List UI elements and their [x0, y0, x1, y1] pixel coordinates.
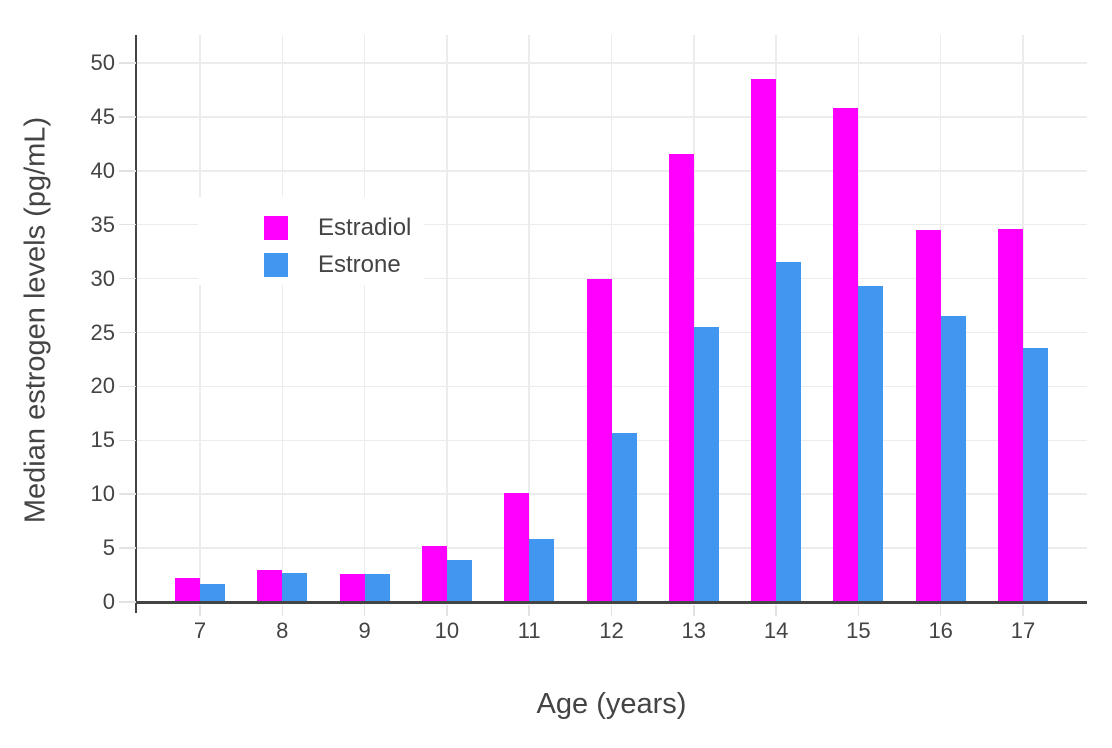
x-tick-16: [939, 605, 942, 616]
bar-estradiol-age-7[interactable]: [175, 578, 200, 602]
bar-estradiol-age-10[interactable]: [421, 545, 447, 602]
horizontal-gridline-20: [136, 385, 1087, 388]
horizontal-gridline-50: [136, 62, 1087, 64]
y-tick-label-20: 20: [90, 373, 115, 399]
horizontal-gridline-45: [136, 116, 1087, 118]
x-tick-14: [775, 605, 777, 616]
bar-estradiol-age-15[interactable]: [833, 108, 859, 602]
y-tick-label-25: 25: [90, 319, 115, 345]
bar-estrone-age-12[interactable]: [611, 432, 637, 602]
x-tick-13: [693, 605, 695, 616]
bar-estrone-age-10[interactable]: [446, 559, 472, 602]
y-tick-label-30: 30: [90, 265, 115, 291]
y-tick-15: [119, 439, 136, 442]
y-tick-30: [119, 277, 136, 280]
plot-area: [136, 35, 1087, 602]
bar-estradiol-age-13[interactable]: [668, 153, 694, 602]
legend-swatch-estrone-icon: [264, 253, 288, 277]
x-tick-7: [199, 605, 201, 616]
x-tick-label-14: 14: [763, 618, 789, 643]
x-tick-10: [446, 605, 448, 616]
y-axis-line: [134, 35, 137, 613]
bar-estrone-age-13[interactable]: [693, 327, 719, 602]
x-tick-8: [281, 605, 284, 616]
x-tick-label-9: 9: [358, 618, 371, 643]
y-tick-0: [119, 601, 136, 603]
legend-item-estradiol[interactable]: Estradiol: [264, 213, 411, 243]
vertical-gridline-17: [1022, 35, 1024, 602]
vertical-gridline-8: [281, 35, 284, 602]
bar-estradiol-age-14[interactable]: [751, 79, 777, 602]
y-tick-label-50: 50: [90, 50, 115, 75]
x-tick-12: [610, 605, 613, 616]
y-tick-label-5: 5: [102, 535, 115, 561]
y-tick-label-35: 35: [90, 211, 115, 237]
y-tick-40: [119, 170, 136, 172]
bar-estrone-age-8[interactable]: [282, 572, 308, 602]
vertical-gridline-11: [528, 35, 530, 602]
bar-estrone-age-17[interactable]: [1023, 347, 1048, 602]
x-tick-label-13: 13: [681, 618, 707, 643]
horizontal-gridline-35: [136, 223, 1087, 226]
bar-estradiol-age-9[interactable]: [339, 573, 365, 602]
bar-estradiol-age-12[interactable]: [586, 278, 612, 602]
bar-estrone-age-9[interactable]: [364, 573, 390, 602]
vertical-gridline-9: [363, 35, 366, 602]
x-axis-line: [134, 601, 1087, 604]
legend-label-estradiol: Estradiol: [318, 214, 412, 241]
y-tick-25: [119, 331, 136, 334]
horizontal-gridline-25: [136, 331, 1087, 334]
x-tick-label-10: 10: [434, 618, 460, 643]
bar-estrone-age-11[interactable]: [529, 539, 555, 602]
x-tick-11: [528, 605, 530, 616]
bar-estrone-age-7[interactable]: [200, 583, 225, 602]
horizontal-gridline-40: [136, 170, 1087, 172]
legend-label-estrone: Estrone: [318, 251, 401, 278]
y-tick-45: [119, 116, 136, 118]
bar-estrone-age-15[interactable]: [858, 286, 884, 602]
vertical-gridline-7: [199, 35, 201, 602]
bar-estradiol-age-16[interactable]: [915, 230, 941, 602]
y-tick-50: [119, 62, 136, 64]
x-tick-label-8: 8: [276, 618, 289, 643]
x-tick-17: [1022, 605, 1024, 616]
x-tick-label-17: 17: [1010, 618, 1036, 643]
y-tick-label-15: 15: [90, 427, 115, 453]
bar-estradiol-age-17[interactable]: [998, 229, 1023, 602]
x-tick-15: [857, 605, 860, 616]
x-tick-label-16: 16: [928, 618, 953, 643]
vertical-gridline-12: [610, 35, 613, 602]
x-tick-label-12: 12: [599, 618, 624, 643]
bar-estrone-age-14[interactable]: [776, 262, 802, 602]
x-axis-title: Age (years): [536, 688, 687, 720]
y-tick-label-10: 10: [90, 481, 115, 507]
bar-estradiol-age-8[interactable]: [257, 569, 283, 602]
bar-estradiol-age-11[interactable]: [504, 493, 530, 602]
x-tick-label-15: 15: [846, 618, 871, 643]
y-tick-5: [119, 547, 136, 549]
legend-swatch-estradiol-icon: [264, 216, 288, 240]
vertical-gridline-10: [446, 35, 448, 602]
bar-estrone-age-16[interactable]: [940, 316, 966, 602]
y-tick-10: [119, 493, 136, 495]
horizontal-gridline-30: [136, 277, 1087, 280]
x-tick-label-7: 7: [193, 618, 207, 643]
x-tick-9: [363, 605, 366, 616]
y-tick-label-45: 45: [90, 103, 115, 129]
y-tick-35: [119, 223, 136, 226]
legend: Estradiol Estrone: [198, 197, 424, 285]
y-tick-20: [119, 385, 136, 388]
vertical-gridline-13: [693, 35, 695, 602]
y-tick-label-40: 40: [90, 157, 115, 183]
x-tick-label-11: 11: [517, 618, 541, 643]
y-tick-label-0: 0: [102, 589, 115, 614]
legend-item-estrone[interactable]: Estrone: [264, 250, 401, 280]
